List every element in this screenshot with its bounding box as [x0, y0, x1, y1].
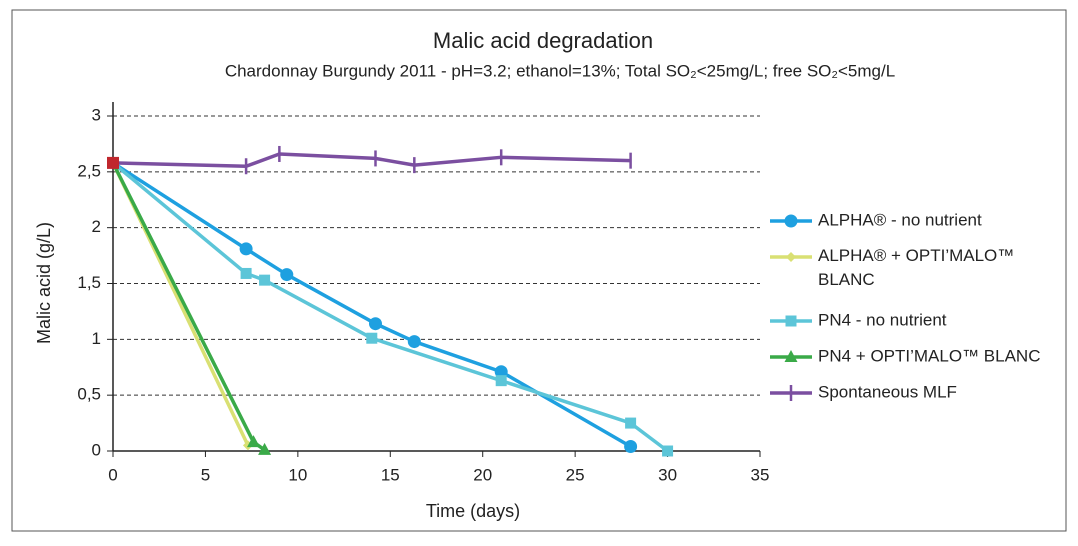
series-line	[112, 152, 631, 168]
legend-label-line: BLANC	[818, 270, 875, 289]
y-axis-label: Malic acid (g/L)	[34, 222, 54, 344]
legend-label-line: ALPHA® + OPTI’MALO™	[818, 246, 1019, 265]
legend-item: Spontaneous MLF	[770, 382, 957, 401]
y-tick-label: 0	[92, 440, 101, 459]
x-axis-label: Time (days)	[426, 501, 520, 521]
marker	[280, 268, 294, 282]
legend-label: PN4 - no nutrient	[818, 310, 947, 329]
marker	[495, 375, 507, 387]
legend-item: PN4 + OPTI’MALO™ BLANC	[770, 346, 1040, 365]
x-tick-label: 20	[473, 465, 492, 484]
start-marker	[107, 156, 119, 169]
chart-title: Malic acid degradation	[433, 28, 653, 53]
marker	[624, 440, 638, 454]
marker	[239, 242, 253, 256]
marker	[494, 365, 508, 379]
marker	[625, 417, 637, 429]
chart-subtitle: Chardonnay Burgundy 2011 - pH=3.2; ethan…	[225, 61, 895, 80]
y-tick-label: 2,5	[77, 161, 101, 180]
x-tick-label: 0	[108, 465, 117, 484]
series	[112, 145, 632, 175]
legend-label: PN4 + OPTI’MALO™ BLANC	[818, 346, 1040, 365]
y-tick-label: 1,5	[77, 273, 101, 292]
marker	[240, 267, 252, 279]
x-tick-label: 25	[566, 465, 585, 484]
legend-label: ALPHA® + OPTI’MALO™ BLANC	[818, 246, 1019, 289]
y-tick-label: 0,5	[77, 385, 101, 404]
marker	[786, 252, 796, 262]
legend-label: ALPHA® - no nutrient	[818, 210, 982, 229]
y-tick-label: 1	[92, 329, 101, 348]
x-tick-label: 35	[751, 465, 770, 484]
marker	[259, 274, 271, 286]
marker	[784, 350, 798, 362]
marker	[784, 214, 798, 228]
legend-label: Spontaneous MLF	[818, 382, 957, 401]
marker	[662, 445, 674, 457]
marker	[368, 317, 382, 331]
x-tick-label: 30	[658, 465, 677, 484]
marker	[785, 315, 797, 327]
legend-item: ALPHA® - no nutrient	[770, 210, 982, 229]
series	[111, 161, 674, 457]
series	[112, 161, 638, 454]
legend-item: ALPHA® + OPTI’MALO™ BLANC	[770, 246, 1019, 289]
series-line	[111, 162, 266, 452]
series	[111, 162, 272, 455]
marker	[246, 435, 260, 448]
frame	[11, 9, 1067, 532]
x-tick-label: 10	[288, 465, 307, 484]
series-line	[112, 161, 632, 449]
marker	[366, 332, 378, 344]
y-tick-label: 2	[92, 217, 101, 236]
x-tick-label: 5	[201, 465, 210, 484]
x-tick-label: 15	[381, 465, 400, 484]
series-line	[111, 161, 669, 453]
marker	[407, 335, 421, 349]
marker	[258, 442, 272, 455]
y-tick-label: 3	[92, 105, 101, 124]
legend-item: PN4 - no nutrient	[770, 310, 947, 329]
